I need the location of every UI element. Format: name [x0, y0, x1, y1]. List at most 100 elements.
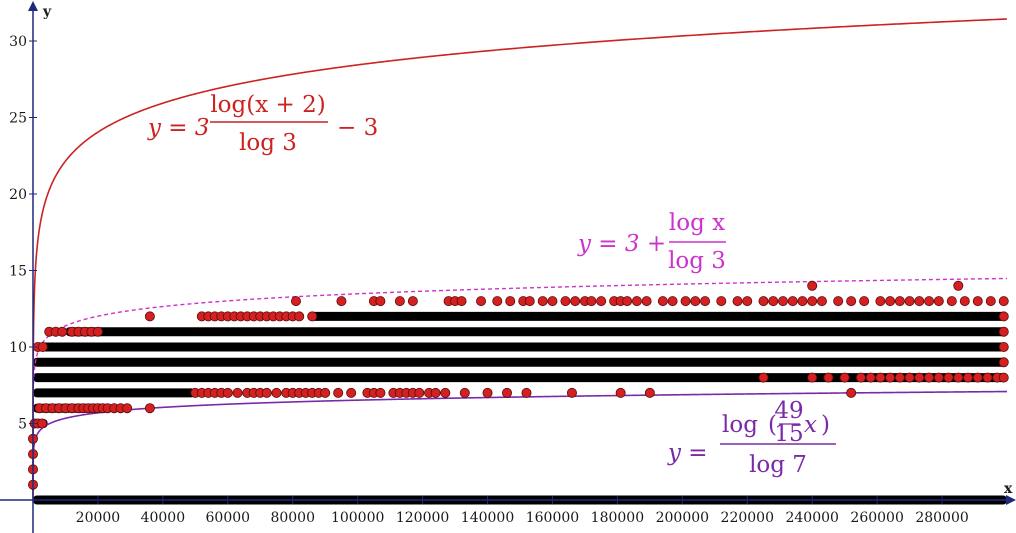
- red-point-y13-11: [505, 296, 516, 307]
- red-point-y13-45: [885, 296, 896, 307]
- y-tick-label-25: 25: [9, 111, 27, 127]
- x-tick-label-200000: 200000: [656, 510, 709, 526]
- x-tick-label-40000: 40000: [141, 510, 186, 526]
- x-tick-label-120000: 120000: [396, 510, 449, 526]
- red-point-y13-49: [924, 296, 935, 307]
- band-y-11: [65, 327, 1007, 337]
- equation-lower-inner-numerator: 49: [774, 398, 803, 424]
- red-point-y13-4: [394, 296, 405, 307]
- y-tick-label-5: 5: [18, 417, 27, 433]
- red-point-y13-32: [732, 296, 743, 307]
- x-tick-label-80000: 80000: [270, 510, 315, 526]
- red-point-y11-8: [998, 326, 1009, 337]
- x-tick-label-220000: 220000: [721, 510, 774, 526]
- red-point-y7-34: [502, 387, 513, 398]
- red-point-y14-1: [953, 280, 964, 291]
- band-y-10: [39, 342, 1007, 352]
- curve-lower: [32, 390, 1008, 491]
- red-point-y13-5: [407, 296, 418, 307]
- red-point-y8-12: [933, 372, 944, 383]
- equation-middle: y = 3 + log x log 3: [577, 210, 726, 274]
- red-point-y12-17: [307, 311, 318, 322]
- red-point-y13-24: [631, 296, 642, 307]
- red-point-y13-40: [816, 296, 827, 307]
- y-tick-label-30: 30: [9, 34, 27, 50]
- red-point-y13-23: [622, 296, 633, 307]
- red-point-y13-31: [716, 296, 727, 307]
- red-point-y13-53: [972, 296, 983, 307]
- y-axis-label: y: [42, 4, 52, 20]
- y-tick-label-15: 15: [9, 264, 27, 280]
- y-tick-label-20: 20: [9, 187, 27, 203]
- red-point-y13-37: [787, 296, 798, 307]
- red-point-y13-28: [680, 296, 691, 307]
- band-y-12: [308, 311, 1007, 321]
- red-point-y8-2: [823, 372, 834, 383]
- red-point-y7-19: [333, 387, 344, 398]
- red-point-y7-10: [261, 387, 272, 398]
- red-points: [27, 280, 1009, 490]
- red-point-y13-50: [933, 296, 944, 307]
- red-point-y7-32: [459, 387, 470, 398]
- x-tick-label-260000: 260000: [850, 510, 903, 526]
- x-tick-label-280000: 280000: [915, 510, 968, 526]
- x-tick-label-140000: 140000: [461, 510, 514, 526]
- equation-lower-x: x: [804, 412, 817, 438]
- x-axis-arrow: [1006, 495, 1016, 505]
- x-axis-label: x: [1004, 481, 1013, 497]
- red-point-y6-16: [144, 403, 155, 414]
- red-point-y13-17: [570, 296, 581, 307]
- red-point-y11-2: [57, 326, 68, 337]
- band-y-9: [33, 357, 1007, 367]
- red-point-y13-27: [667, 296, 678, 307]
- red-point-y11-7: [92, 326, 103, 337]
- red-point-y14-0: [807, 280, 818, 291]
- equation-lower-paren-open: (: [768, 412, 777, 438]
- red-point-y7-37: [615, 387, 626, 398]
- red-point-y13-16: [560, 296, 571, 307]
- equation-lower: y = log ( 49 15 x ) log 7: [667, 398, 836, 478]
- red-point-y7-38: [644, 387, 655, 398]
- red-point-y13-1: [336, 296, 347, 307]
- x-tick-label-160000: 160000: [526, 510, 579, 526]
- red-point-y12-18: [998, 311, 1009, 322]
- red-point-y13-8: [456, 296, 467, 307]
- red-point-y13-26: [657, 296, 668, 307]
- red-point-y8-8: [894, 372, 905, 383]
- red-point-y7-5: [222, 387, 233, 398]
- y-axis-arrow: [28, 1, 38, 11]
- red-point-y7-0: [846, 387, 857, 398]
- red-point-y8-9: [904, 372, 915, 383]
- red-point-y13-55: [998, 296, 1009, 307]
- x-tick-label-60000: 60000: [206, 510, 251, 526]
- curves: [32, 18, 1008, 500]
- red-point-y8-16: [972, 372, 983, 383]
- equation-upper-tail: − 3: [337, 115, 378, 141]
- x-tick-label-20000: 20000: [76, 510, 121, 526]
- red-point-y13-13: [524, 296, 535, 307]
- red-point-y8-11: [924, 372, 935, 383]
- equation-lower-lhs: y =: [667, 440, 708, 466]
- x-tick-label-240000: 240000: [785, 510, 838, 526]
- red-point-y13-25: [641, 296, 652, 307]
- red-point-y8-0: [758, 372, 769, 383]
- red-point-y13-47: [904, 296, 915, 307]
- curve-middle: [32, 277, 1008, 455]
- red-point-y13-43: [859, 296, 870, 307]
- red-point-y5-2: [37, 418, 48, 429]
- red-point-y13-48: [914, 296, 925, 307]
- red-point-y9-0: [998, 357, 1009, 368]
- red-point-y7-30: [430, 387, 441, 398]
- red-point-y13-34: [758, 296, 769, 307]
- red-point-y13-46: [894, 296, 905, 307]
- red-point-y13-30: [700, 296, 711, 307]
- equation-upper: y = 3 log(x + 2) log 3 − 3: [147, 92, 378, 156]
- red-point-y7-28: [414, 387, 425, 398]
- y-tick-label-10: 10: [9, 340, 27, 356]
- red-point-y13-51: [946, 296, 957, 307]
- equation-upper-denominator: log 3: [239, 130, 297, 156]
- equation-lower-log: log: [722, 412, 758, 438]
- red-point-y7-23: [375, 387, 386, 398]
